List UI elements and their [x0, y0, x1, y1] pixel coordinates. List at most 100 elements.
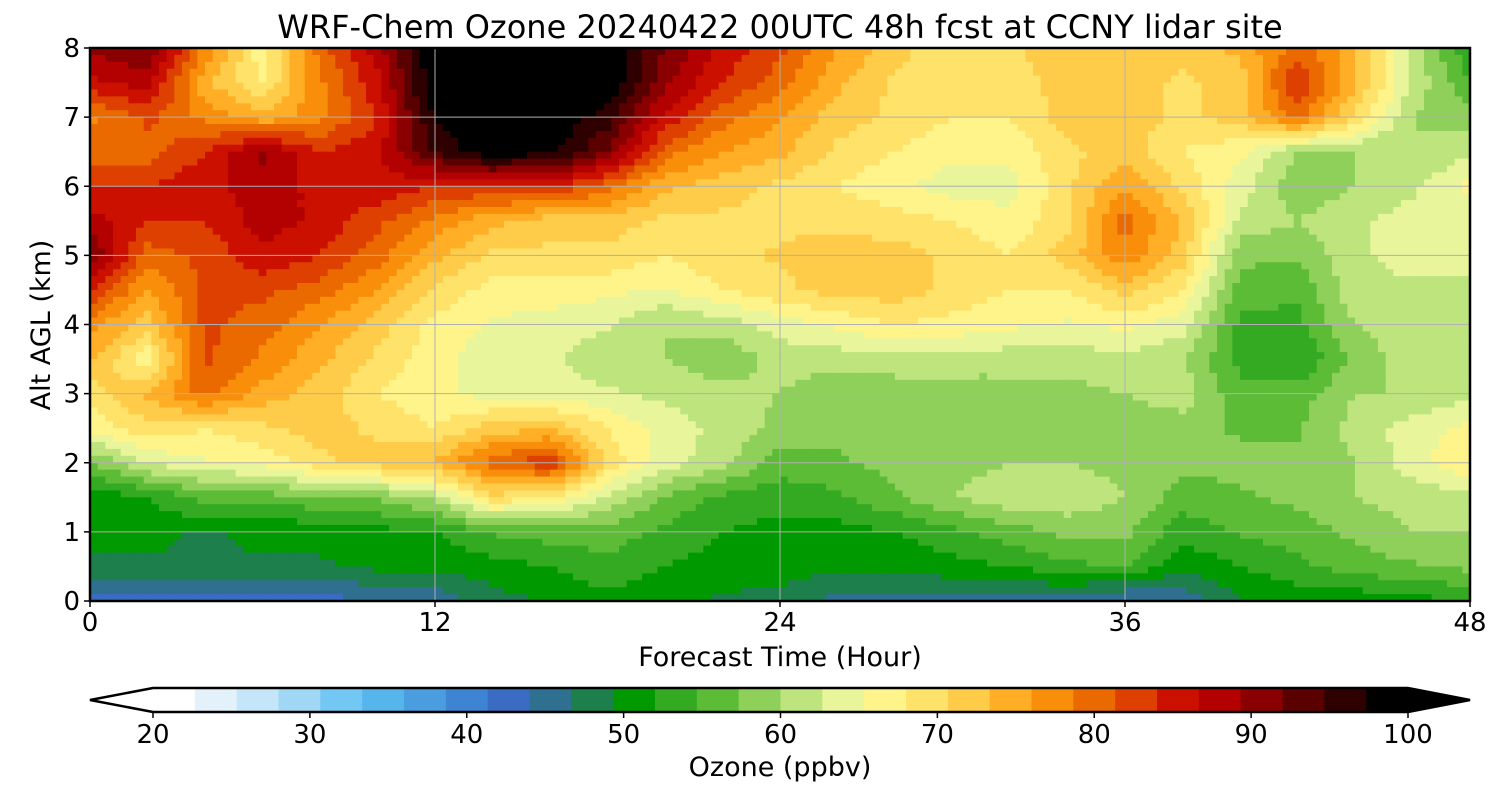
heat-cell [243, 172, 252, 180]
heat-cell [718, 124, 727, 132]
heat-cell [373, 144, 382, 153]
heat-cell [557, 186, 566, 194]
heat-cell [780, 110, 789, 118]
heat-cell [97, 158, 106, 167]
heat-cell [1194, 61, 1203, 70]
heat-cell [626, 193, 635, 201]
heat-cell [626, 82, 635, 91]
heat-cell [1301, 130, 1310, 139]
heat-cell [795, 54, 804, 63]
heat-cell [419, 96, 428, 104]
heat-cell [327, 75, 336, 84]
heat-cell [519, 110, 528, 118]
heat-cell [964, 48, 973, 56]
heat-cell [634, 137, 643, 146]
heat-cell [649, 158, 658, 167]
heat-cell [603, 234, 612, 243]
heat-cell [1217, 124, 1226, 132]
heat-cell [941, 89, 950, 97]
heat-cell [1148, 82, 1157, 91]
heat-cell [174, 61, 183, 70]
heat-cell [304, 89, 313, 97]
heat-cell [128, 165, 137, 174]
heat-cell [1462, 227, 1470, 236]
heat-cell [573, 117, 582, 125]
heat-cell [1393, 117, 1402, 125]
heat-cell [895, 130, 904, 139]
heat-cell [496, 234, 505, 243]
heat-cell [534, 193, 543, 201]
heat-cell [235, 137, 244, 146]
heat-cell [557, 165, 566, 174]
heat-cell [1316, 206, 1325, 215]
heat-cell [803, 206, 812, 215]
heat-cell [1324, 89, 1333, 97]
heat-cell [143, 61, 152, 70]
heat-cell [1355, 151, 1364, 160]
heat-cell [1332, 54, 1341, 63]
heat-cell [649, 54, 658, 63]
heat-cell [251, 151, 260, 160]
heat-cell [1040, 165, 1049, 174]
heat-cell [703, 48, 712, 56]
heat-cell [381, 103, 390, 111]
heat-cell [1316, 220, 1325, 229]
heat-cell [343, 193, 352, 201]
heat-cell [580, 137, 589, 146]
heat-cell [151, 117, 160, 125]
heat-cell [1447, 206, 1456, 215]
heat-cell [473, 137, 482, 146]
heat-cell [1447, 130, 1456, 139]
heat-cell [772, 200, 781, 208]
heat-cell [1316, 144, 1325, 153]
heat-cell [1056, 206, 1065, 215]
heat-cell [251, 75, 260, 84]
heat-cell [1408, 200, 1417, 208]
heat-cell [412, 54, 421, 63]
heat-cell [350, 61, 359, 70]
heat-cell [1094, 96, 1103, 104]
heat-cell [488, 200, 497, 208]
heat-cell [151, 48, 160, 56]
heat-cell [1186, 137, 1195, 146]
heat-cell [1040, 206, 1049, 215]
heat-cell [504, 144, 513, 153]
heat-cell [726, 220, 735, 229]
heat-cell [565, 179, 574, 187]
heat-cell [841, 158, 850, 167]
heat-cell [1040, 179, 1049, 187]
heat-cell [320, 54, 329, 63]
heat-cell [1462, 96, 1470, 104]
heat-cell [90, 179, 99, 187]
heat-cell [197, 172, 206, 180]
heat-cell [465, 130, 474, 139]
heat-cell [205, 179, 214, 187]
heat-cell [1163, 117, 1172, 125]
heat-cell [1063, 200, 1072, 208]
heat-cell [1247, 220, 1256, 229]
heat-cell [872, 75, 881, 84]
heat-cell [1255, 227, 1264, 236]
heat-cell [335, 61, 344, 70]
heat-cell [550, 82, 559, 91]
heat-cell [948, 158, 957, 167]
heat-cell [971, 61, 980, 70]
heat-cell [956, 151, 965, 160]
heat-cell [1270, 82, 1279, 91]
heat-cell [1431, 186, 1440, 194]
heat-cell [672, 103, 681, 111]
heat-cell [772, 151, 781, 160]
heat-cell [895, 48, 904, 56]
heat-cell [404, 68, 413, 77]
heat-cell [1293, 130, 1302, 139]
heat-cell [527, 89, 536, 97]
heat-cell [511, 48, 520, 56]
heat-cell [496, 89, 505, 97]
heat-cell [1056, 165, 1065, 174]
heat-cell [550, 68, 559, 77]
heat-cell [504, 110, 513, 118]
heat-cell [481, 158, 490, 167]
heat-cell [887, 234, 896, 243]
heat-cell [925, 186, 934, 194]
heat-cell [1224, 172, 1233, 180]
